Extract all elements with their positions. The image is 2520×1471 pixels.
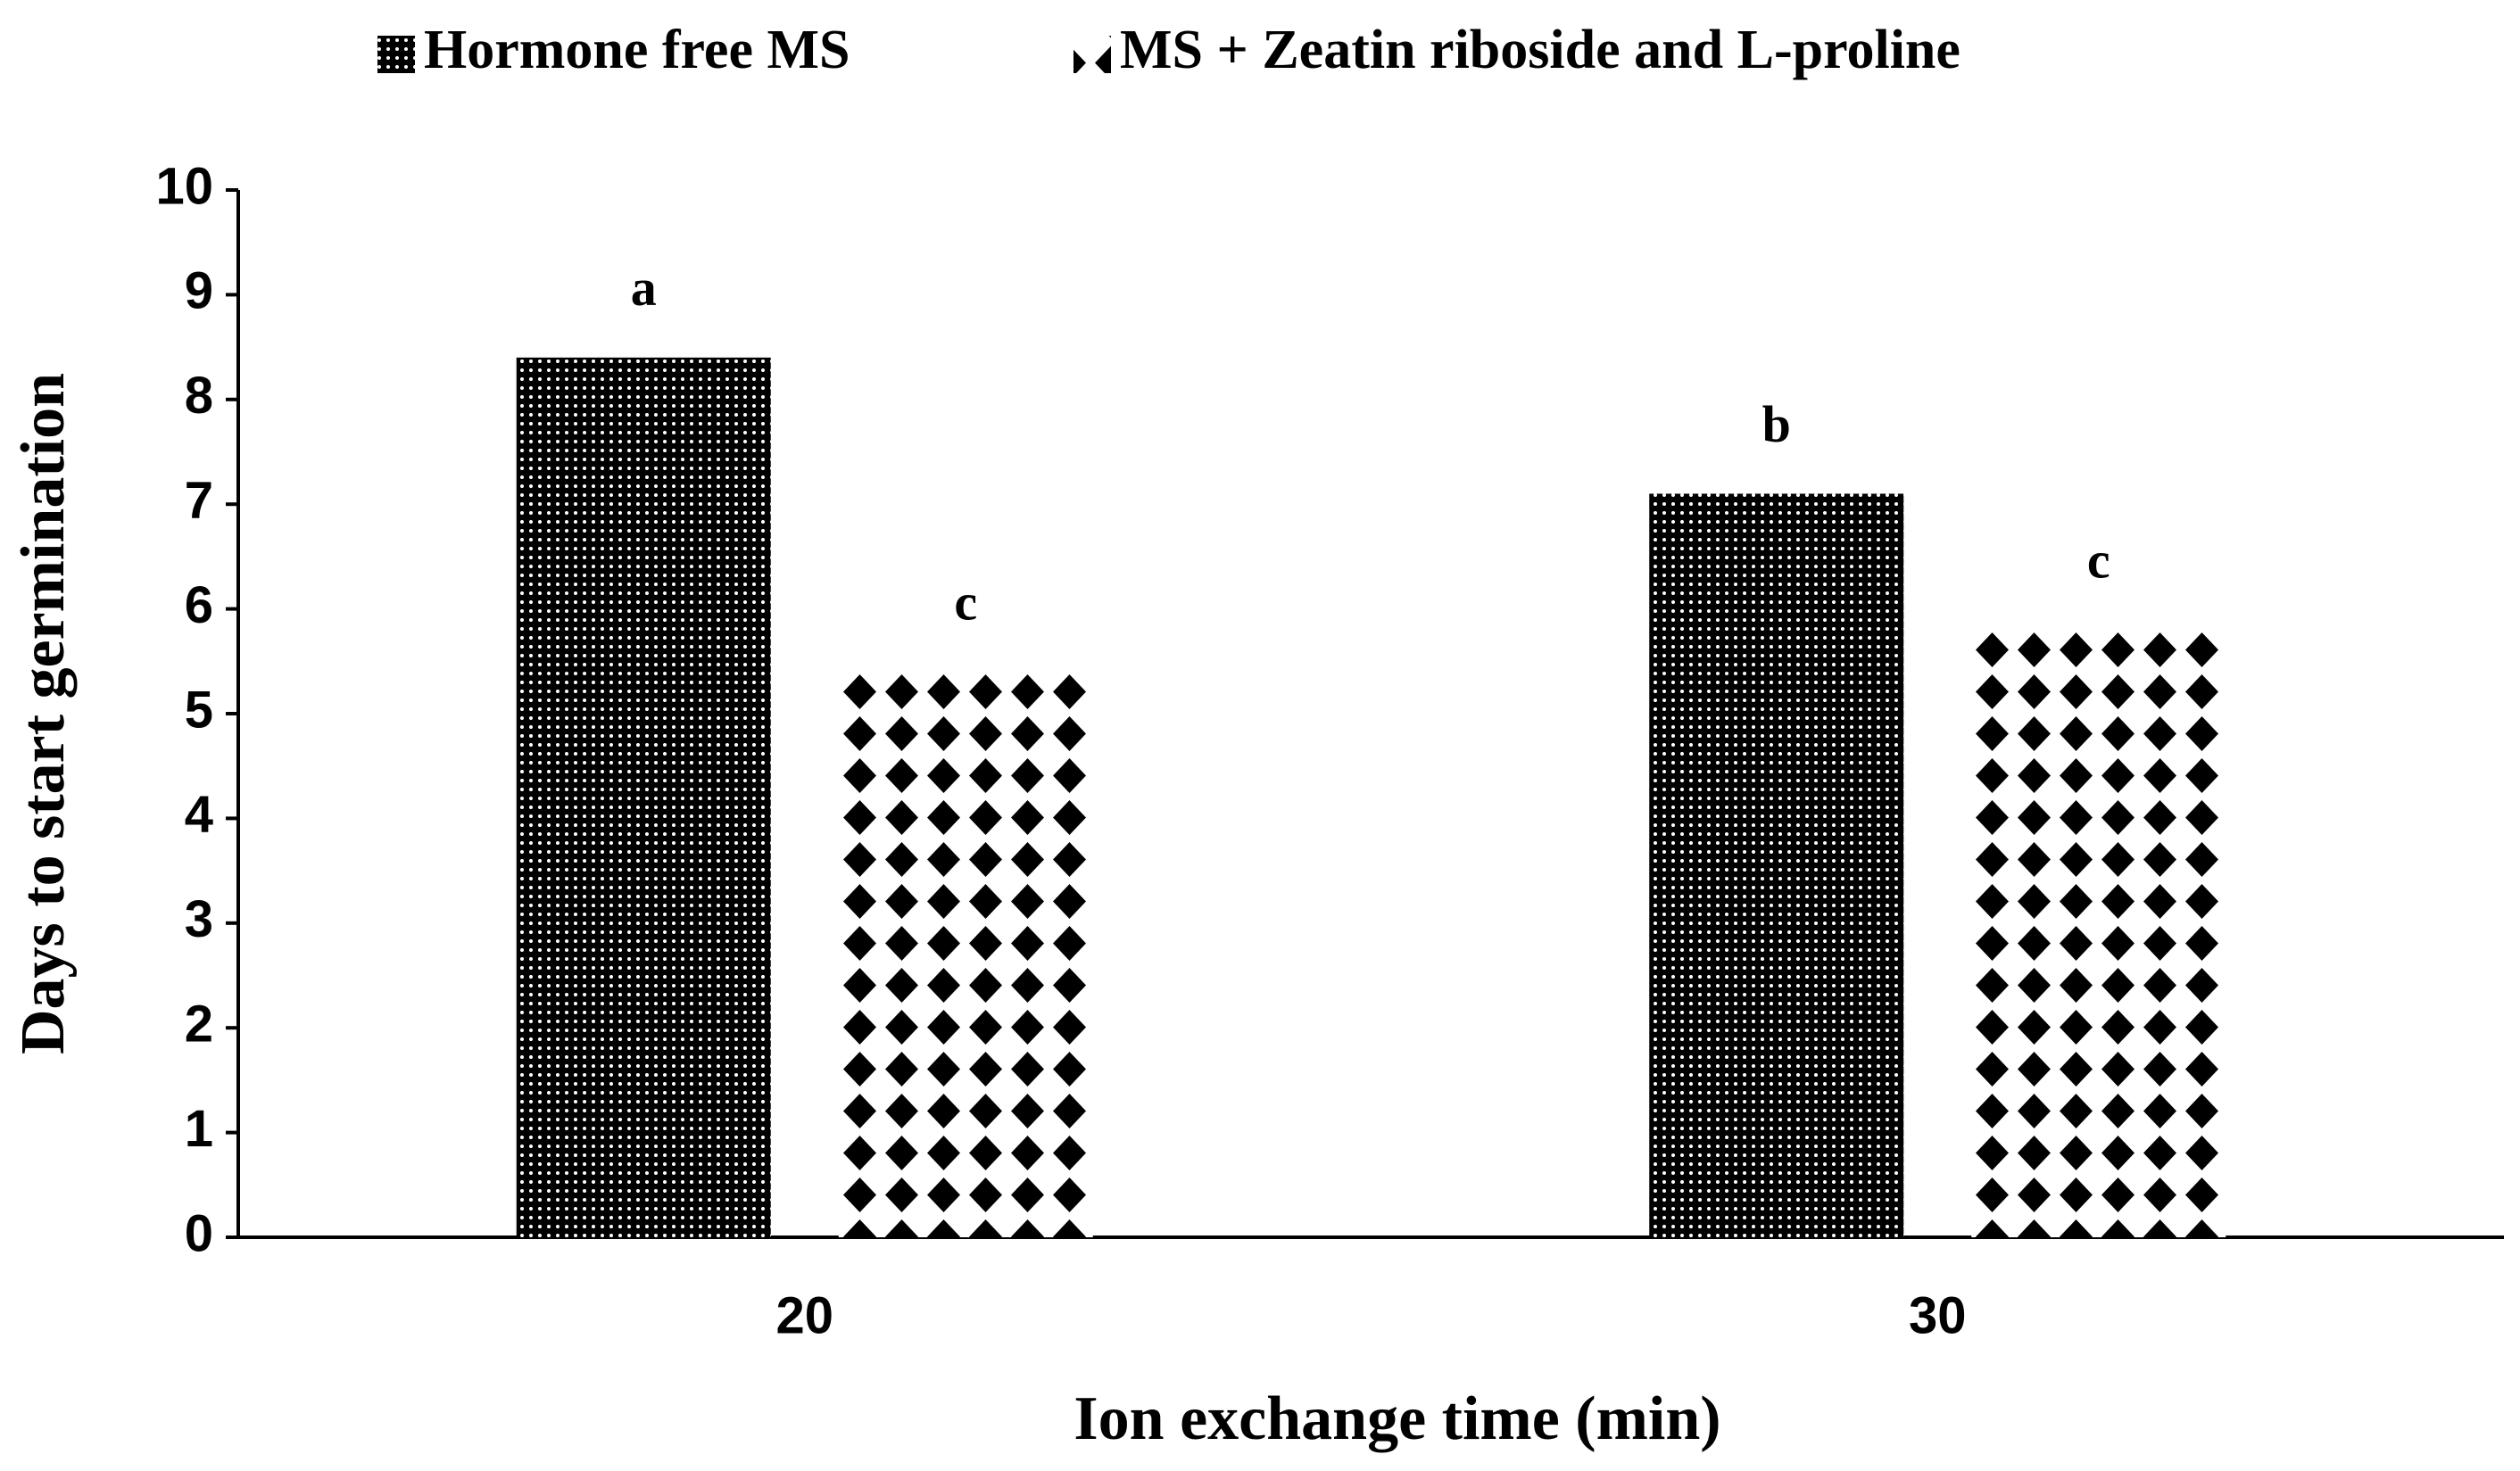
y-axis-label: Days to start germination [9,373,78,1054]
y-tick-label: 9 [185,262,213,320]
legend-label: MS + Zeatin riboside and L-proline [1120,20,1960,80]
significance-letter: a [631,259,657,317]
y-tick-label: 1 [185,1100,213,1158]
bar [516,357,771,1238]
significance-letter: c [954,573,977,631]
legend-label: Hormone free MS [424,20,850,80]
legend-swatch [1073,36,1111,73]
bar [1649,493,1904,1237]
y-tick-label: 5 [185,681,213,739]
x-axis-label: Ion exchange time (min) [1073,1384,1720,1453]
significance-letter: c [2087,531,2110,589]
y-tick-label: 0 [185,1204,213,1262]
y-tick-label: 7 [185,472,213,530]
bar [1971,630,2226,1237]
y-tick-label: 10 [155,157,213,215]
x-tick-label: 20 [775,1286,833,1344]
y-tick-label: 3 [185,890,213,948]
significance-letter: b [1762,395,1791,453]
y-tick-label: 4 [185,786,213,844]
y-tick-label: 8 [185,367,213,425]
y-tick-label: 2 [185,996,213,1054]
legend-swatch [377,36,415,73]
y-tick-label: 6 [185,576,213,634]
bar [838,672,1093,1237]
x-tick-label: 30 [1909,1286,1967,1344]
